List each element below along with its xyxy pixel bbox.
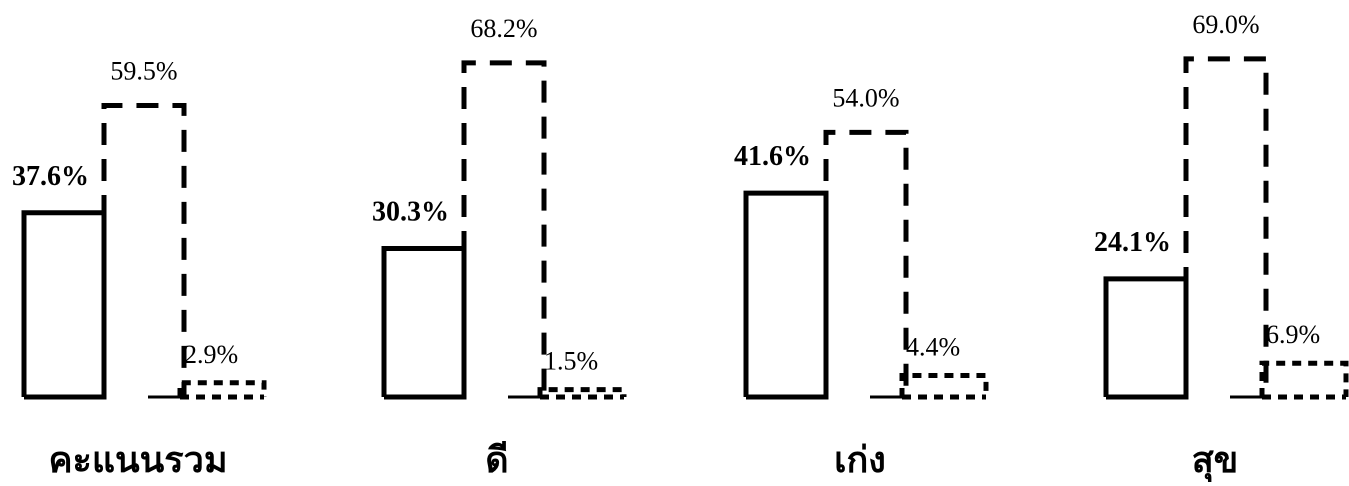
category-label-1: ดี [485,440,508,481]
bars-layer [21,56,1349,400]
value-label-solid-1: 30.3% [372,197,449,228]
category-label-3: สุข [1192,440,1239,483]
category-labels-layer: คะแนนรวม ดี เก่ง สุข [48,440,1238,483]
value-label-dotted-3: 6.9% [1266,320,1320,349]
value-label-dotted-0: 2.9% [184,340,238,369]
value-label-dashed-1: 68.2% [470,14,537,43]
value-label-solid-3: 24.1% [1094,227,1171,258]
bar-dashed-1 [461,60,547,397]
bar-dashed-0 [101,102,187,397]
bar-solid-3 [1103,276,1189,400]
bar-solid-1 [381,246,467,400]
bar-dashed-3 [1183,56,1269,397]
value-label-dashed-0: 59.5% [110,56,177,85]
bar-solid-2 [743,190,829,400]
category-label-2: เก่ง [834,440,886,481]
bar-solid-0 [21,210,107,400]
value-label-dotted-1: 1.5% [544,347,598,376]
bar-dashed-2 [823,129,909,397]
value-label-solid-0: 37.6% [12,161,89,192]
value-label-dotted-2: 4.4% [906,332,960,361]
value-label-dashed-2: 54.0% [832,83,899,112]
bar-dotted-1 [537,387,627,397]
value-label-solid-2: 41.6% [734,141,811,172]
value-label-dashed-3: 69.0% [1192,10,1259,39]
bar-dotted-3 [1259,360,1349,397]
bar-dotted-0 [177,380,267,397]
value-labels-layer: 37.6% 59.5% 2.9% 30.3% 68.2% 1.5% 41.6% 54.0% 4.… [12,10,1320,376]
bar-dotted-2 [899,372,989,397]
category-label-0: คะแนนรวม [48,440,227,481]
